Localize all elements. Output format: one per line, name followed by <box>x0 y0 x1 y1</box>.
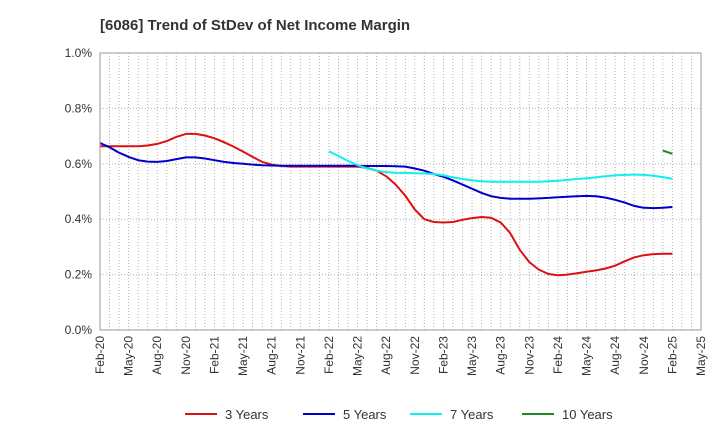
plot-frame <box>99 52 702 331</box>
x-tick-label: Aug-23 <box>494 336 508 375</box>
series-line-3-years <box>100 132 673 277</box>
x-tick-label: May-21 <box>236 336 250 376</box>
x-axis-ticks: Feb-20 May-20 Aug-20 Nov-20 Feb-21 May-21 Aug-… <box>93 336 708 376</box>
series-line-7-years <box>328 150 673 183</box>
x-tick-label: May-22 <box>351 336 365 376</box>
x-tick-label: Nov-21 <box>293 336 307 375</box>
x-tick-label: Feb-24 <box>551 336 565 374</box>
chart-title: [6086] Trend of StDev of Net Income Marg… <box>100 17 410 34</box>
x-tick-label: Feb-20 <box>93 336 107 374</box>
y-tick-label: 0.0% <box>65 323 93 337</box>
x-tick-label: Aug-22 <box>379 336 393 375</box>
y-axis-ticks: 0.0% 0.2% 0.4% 0.6% 0.8% 1.0% <box>65 46 93 337</box>
x-tick-label: Feb-22 <box>322 336 336 374</box>
legend-label: 10 Years <box>562 407 613 422</box>
series-line-5-years <box>99 142 673 210</box>
y-tick-label: 0.2% <box>65 268 93 282</box>
series-lines <box>99 132 673 277</box>
legend-label: 7 Years <box>450 407 494 422</box>
x-tick-label: Feb-25 <box>665 336 679 374</box>
x-tick-label: May-20 <box>122 336 136 376</box>
x-tick-label: Aug-20 <box>150 336 164 375</box>
legend: 3 Years 5 Years 7 Years 10 Years <box>185 407 613 422</box>
x-tick-label: Nov-23 <box>522 336 536 375</box>
x-tick-label: Feb-23 <box>436 336 450 374</box>
y-tick-label: 0.4% <box>65 212 93 226</box>
x-tick-label: Nov-24 <box>637 336 651 375</box>
legend-label: 3 Years <box>225 407 269 422</box>
y-tick-label: 0.8% <box>65 101 93 115</box>
series-line-10-years <box>662 149 673 155</box>
y-tick-label: 1.0% <box>65 46 93 60</box>
x-tick-label: May-25 <box>694 336 708 376</box>
x-tick-label: May-24 <box>580 336 594 376</box>
x-tick-label: Feb-21 <box>207 336 221 374</box>
x-tick-label: Aug-21 <box>265 336 279 375</box>
x-tick-label: Aug-24 <box>608 336 622 375</box>
y-tick-label: 0.6% <box>65 157 93 171</box>
x-tick-label: Nov-20 <box>179 336 193 375</box>
x-tick-label: May-23 <box>465 336 479 376</box>
legend-label: 5 Years <box>343 407 387 422</box>
x-tick-label: Nov-22 <box>408 336 422 375</box>
